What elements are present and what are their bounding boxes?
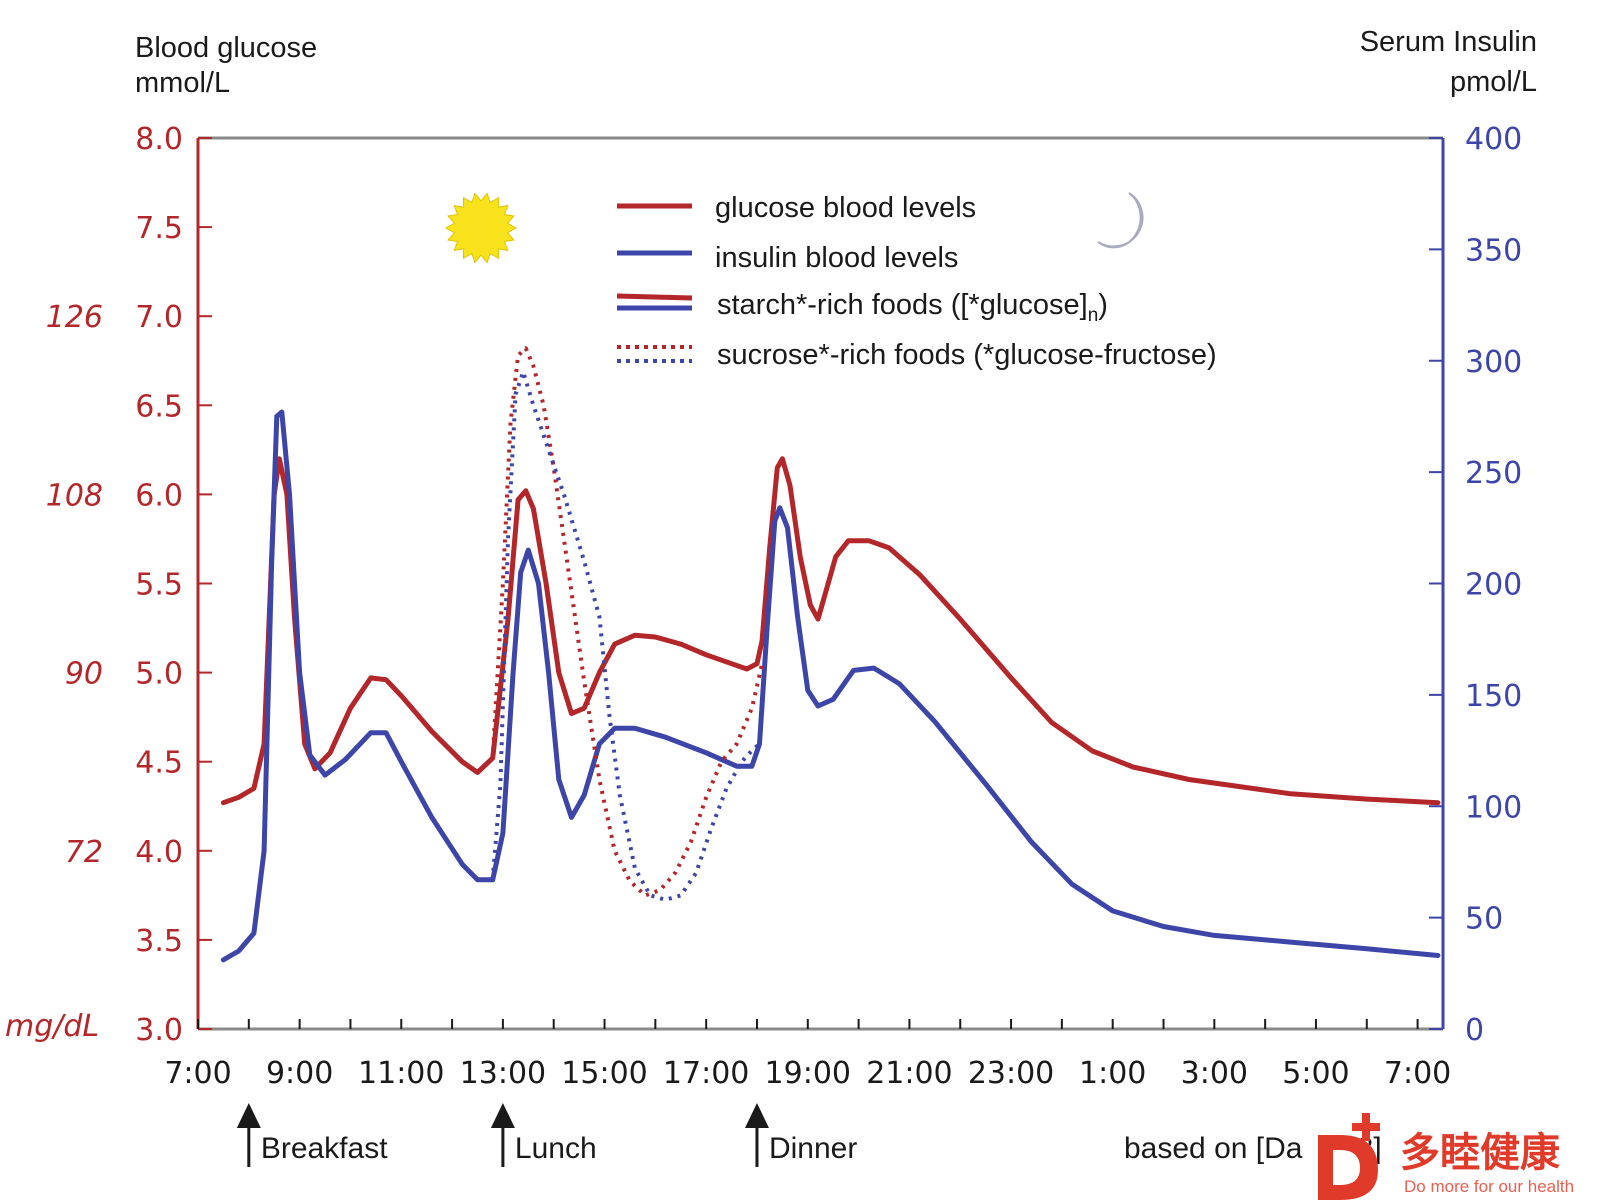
x-tick-label: 19:00 [765, 1056, 851, 1091]
x-tick-label: 9:00 [266, 1056, 333, 1091]
left-tick-label: 6.0 [135, 478, 183, 513]
meal-arrow-head [744, 1103, 769, 1128]
right-tick-label: 0 [1465, 1013, 1484, 1048]
x-tick-label: 13:00 [460, 1056, 546, 1091]
left-axis-title-line2: mmol/L [135, 67, 230, 99]
series-line-1 [220, 409, 1441, 963]
right-tick-label: 50 [1465, 902, 1503, 937]
left-axis: 3.0 3.5 4.0 4.5 5.0 5.5 6.0 6.5 7.0 7.5 8.0 [135, 122, 212, 1048]
legend-label-glucose: glucose blood levels [715, 192, 976, 224]
series-line-0 [220, 456, 1441, 806]
legend: glucose blood levels insulin blood level… [616, 192, 1217, 371]
x-tick-label: 11:00 [358, 1056, 444, 1091]
left-tick-label: 4.0 [135, 835, 183, 870]
svg-text:多睦健康: 多睦健康 [1400, 1130, 1560, 1176]
left-tick-label: 5.5 [135, 568, 183, 603]
series-line-2 [490, 346, 765, 898]
right-axis: 0 50 100 150 200 250 300 350 400 [1429, 122, 1522, 1048]
right-tick-label: 400 [1465, 122, 1522, 157]
mgdl-tick-label: 126 [46, 300, 103, 335]
left-tick-label: 7.0 [135, 300, 183, 335]
legend-label-insulin: insulin blood levels [715, 242, 958, 274]
left-axis-title-line1: Blood glucose [135, 32, 317, 64]
series-group [220, 346, 1441, 963]
legend-swatch-starch-red [616, 293, 693, 301]
meal-label: Lunch [515, 1132, 597, 1165]
mgdl-tick-label: 72 [65, 835, 103, 870]
source-note: based on [Da [1124, 1132, 1303, 1165]
meal-arrow-head [490, 1103, 515, 1128]
x-tick-label: 7:00 [164, 1056, 231, 1091]
left-tick-label: 5.0 [135, 657, 183, 692]
right-tick-label: 150 [1465, 679, 1522, 714]
right-tick-label: 300 [1465, 345, 1522, 380]
legend-starch-sub: n [1088, 305, 1099, 326]
legend-label-sucrose: sucrose*-rich foods (*glucose-fructose) [717, 339, 1217, 371]
left-tick-label: 4.5 [135, 746, 183, 781]
x-tick-label: 1:00 [1079, 1056, 1146, 1091]
x-tick-label: 5:00 [1282, 1056, 1349, 1091]
left-tick-label: 3.0 [135, 1013, 183, 1048]
right-tick-label: 200 [1465, 568, 1522, 603]
legend-label-starch: starch*-rich foods ([*glucose]n) [717, 289, 1108, 326]
meal-markers: Breakfast Lunch Dinner [236, 1103, 857, 1167]
series-line-3 [490, 369, 761, 902]
right-tick-label: 100 [1465, 790, 1522, 825]
right-tick-label: 350 [1465, 233, 1522, 268]
x-tick-label: 23:00 [968, 1056, 1054, 1091]
brand-logo: 多睦健康 Do more for our health [1318, 1113, 1574, 1200]
left-tick-label: 7.5 [135, 211, 183, 246]
right-tick-label: 250 [1465, 456, 1522, 491]
left-tick-label: 3.5 [135, 924, 183, 959]
sun-icon [444, 192, 518, 264]
mgdl-axis: 72 90 108 126 [46, 300, 103, 870]
x-tick-label: 7:00 [1384, 1056, 1451, 1091]
legend-starch-suffix: ) [1098, 289, 1108, 321]
x-axis: 7:00 9:00 11:00 13:00 15:00 17:00 19:00 21:00 23… [164, 1019, 1451, 1091]
mgdl-unit-label: mg/dL [5, 1009, 99, 1044]
meal-label: Breakfast [261, 1132, 388, 1165]
svg-text:Do more for our health: Do more for our health [1404, 1177, 1574, 1196]
meal-label: Dinner [769, 1132, 857, 1165]
left-tick-label: 6.5 [135, 389, 183, 424]
mgdl-tick-label: 108 [46, 478, 103, 513]
legend-starch-prefix: starch*-rich foods ([*glucose] [717, 289, 1088, 321]
mgdl-tick-label: 90 [65, 657, 103, 692]
left-tick-label: 8.0 [135, 122, 183, 157]
right-axis-title-line1: Serum Insulin [1360, 26, 1537, 58]
moon-icon [1097, 192, 1144, 249]
right-axis-title-line2: pmol/L [1450, 66, 1537, 98]
x-tick-label: 21:00 [866, 1056, 952, 1091]
meal-arrow-head [236, 1103, 261, 1128]
x-tick-label: 15:00 [561, 1056, 647, 1091]
x-tick-label: 3:00 [1181, 1056, 1248, 1091]
x-tick-label: 17:00 [663, 1056, 749, 1091]
